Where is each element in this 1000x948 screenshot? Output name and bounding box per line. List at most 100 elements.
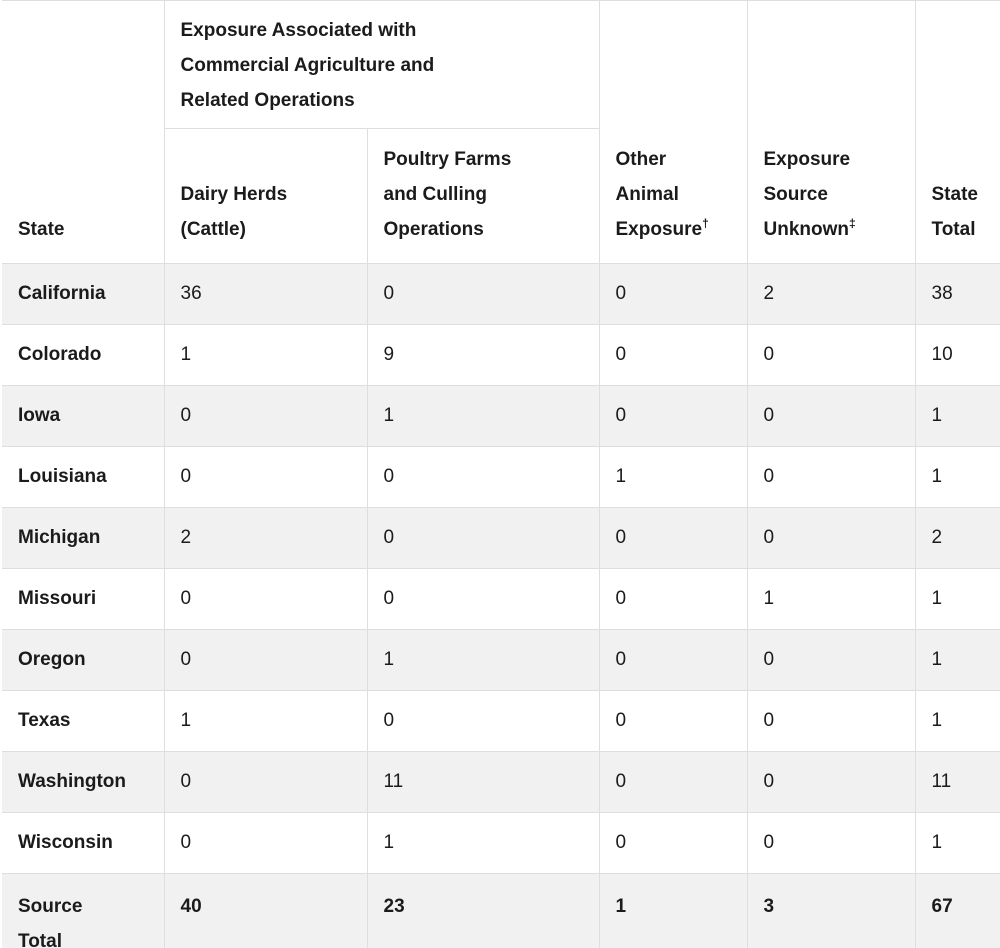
cell-dairy: 1	[163, 690, 368, 752]
cell-poultry: 0	[366, 446, 600, 508]
state-name: Washington	[1, 751, 165, 813]
table-row-louisiana: Louisiana 0 0 1 0 1	[1, 446, 1000, 508]
table-row-california: California 36 0 0 2 38	[1, 263, 1000, 325]
column-header-other-animal-label: Other Animal Exposure	[615, 149, 703, 240]
column-header-poultry-farms: Poultry Farms and Culling Operations	[366, 128, 600, 264]
cell-other: 1	[598, 446, 748, 508]
cell-poultry: 0	[366, 263, 600, 325]
state-name: Iowa	[1, 385, 165, 447]
column-header-dairy-herds: Dairy Herds (Cattle)	[163, 128, 368, 264]
state-name: Oregon	[1, 629, 165, 691]
cell-other: 0	[598, 385, 748, 447]
cell-dairy: 0	[163, 568, 368, 630]
cell-poultry: 0	[366, 507, 600, 569]
cell-dairy: 36	[163, 263, 368, 325]
cell-dairy: 0	[163, 629, 368, 691]
table-row-michigan: Michigan 2 0 0 0 2	[1, 507, 1000, 569]
cell-other: 0	[598, 568, 748, 630]
cell-other: 0	[598, 812, 748, 874]
cell-poultry: 0	[366, 690, 600, 752]
column-header-other-animal-exposure: Other Animal Exposure†	[598, 0, 748, 264]
state-name: Colorado	[1, 324, 165, 386]
cell-other: 0	[598, 507, 748, 569]
source-total-row: Source Total 40 23 1 3 67	[1, 873, 1000, 948]
total-dairy: 40	[163, 873, 368, 948]
state-name: California	[1, 263, 165, 325]
cell-unknown: 0	[746, 446, 916, 508]
cell-total: 1	[914, 568, 1000, 630]
cell-unknown: 0	[746, 690, 916, 752]
table-header: State Exposure Associated with Commercia…	[1, 0, 1000, 264]
cell-poultry: 1	[366, 812, 600, 874]
cell-total: 1	[914, 446, 1000, 508]
cell-total: 2	[914, 507, 1000, 569]
dagger-footnote-marker: †	[702, 216, 709, 231]
cell-unknown: 2	[746, 263, 916, 325]
total-poultry: 23	[366, 873, 600, 948]
cell-unknown: 1	[746, 568, 916, 630]
cell-dairy: 0	[163, 385, 368, 447]
total-other: 1	[598, 873, 748, 948]
cell-dairy: 0	[163, 446, 368, 508]
cell-dairy: 2	[163, 507, 368, 569]
cell-dairy: 0	[163, 812, 368, 874]
cell-total: 38	[914, 263, 1000, 325]
cell-poultry: 1	[366, 385, 600, 447]
cell-unknown: 0	[746, 812, 916, 874]
table-row-missouri: Missouri 0 0 0 1 1	[1, 568, 1000, 630]
table-body: California 36 0 0 2 38 Colorado 1 9 0 0 …	[1, 263, 1000, 874]
table-row-colorado: Colorado 1 9 0 0 10	[1, 324, 1000, 386]
state-name: Wisconsin	[1, 812, 165, 874]
group-header-commercial-agriculture: Exposure Associated with Commercial Agri…	[163, 0, 600, 129]
group-header-label: Exposure Associated with Commercial Agri…	[180, 20, 435, 111]
column-header-state-total-label: State Total	[931, 184, 978, 240]
total-unknown: 3	[746, 873, 916, 948]
cell-other: 0	[598, 263, 748, 325]
column-header-state-total: State Total	[914, 0, 1000, 264]
table-row-wisconsin: Wisconsin 0 1 0 0 1	[1, 812, 1000, 874]
table-row-oregon: Oregon 0 1 0 0 1	[1, 629, 1000, 691]
cell-unknown: 0	[746, 324, 916, 386]
cell-other: 0	[598, 690, 748, 752]
table-footer: Source Total 40 23 1 3 67	[1, 873, 1000, 948]
table-row-texas: Texas 1 0 0 0 1	[1, 690, 1000, 752]
cell-unknown: 0	[746, 385, 916, 447]
sub-header-row: Dairy Herds (Cattle) Poultry Farms and C…	[2, 128, 1000, 264]
column-header-dairy-label: Dairy Herds (Cattle)	[180, 184, 288, 240]
column-header-poultry-label: Poultry Farms and Culling Operations	[383, 149, 512, 240]
column-header-exposure-source-unknown: Exposure Source Unknown‡	[746, 0, 916, 264]
source-total-label: Source Total	[18, 896, 83, 948]
cell-unknown: 0	[746, 751, 916, 813]
cell-dairy: 1	[163, 324, 368, 386]
cell-other: 0	[598, 751, 748, 813]
cell-total: 1	[914, 629, 1000, 691]
cell-poultry: 1	[366, 629, 600, 691]
state-name: Missouri	[1, 568, 165, 630]
state-name: Texas	[1, 690, 165, 752]
state-name: Louisiana	[1, 446, 165, 508]
state-name: Michigan	[1, 507, 165, 569]
column-header-state: State	[1, 0, 165, 264]
double-dagger-footnote-marker: ‡	[849, 216, 856, 231]
table-row-iowa: Iowa 0 1 0 0 1	[1, 385, 1000, 447]
cell-other: 0	[598, 629, 748, 691]
cell-unknown: 0	[746, 507, 916, 569]
cell-other: 0	[598, 324, 748, 386]
column-header-state-label: State	[18, 219, 65, 240]
cell-poultry: 11	[366, 751, 600, 813]
source-total-label-cell: Source Total	[1, 873, 165, 948]
column-header-unknown-label: Exposure Source Unknown	[763, 149, 851, 240]
cell-dairy: 0	[163, 751, 368, 813]
cell-total: 10	[914, 324, 1000, 386]
cell-poultry: 0	[366, 568, 600, 630]
cell-unknown: 0	[746, 629, 916, 691]
cell-poultry: 9	[366, 324, 600, 386]
group-header-row: State Exposure Associated with Commercia…	[1, 0, 1000, 264]
cell-total: 1	[914, 690, 1000, 752]
total-state-total: 67	[914, 873, 1000, 948]
cell-total: 1	[914, 812, 1000, 874]
table-row-washington: Washington 0 11 0 0 11	[1, 751, 1000, 813]
cell-total: 1	[914, 385, 1000, 447]
cell-total: 11	[914, 751, 1000, 813]
